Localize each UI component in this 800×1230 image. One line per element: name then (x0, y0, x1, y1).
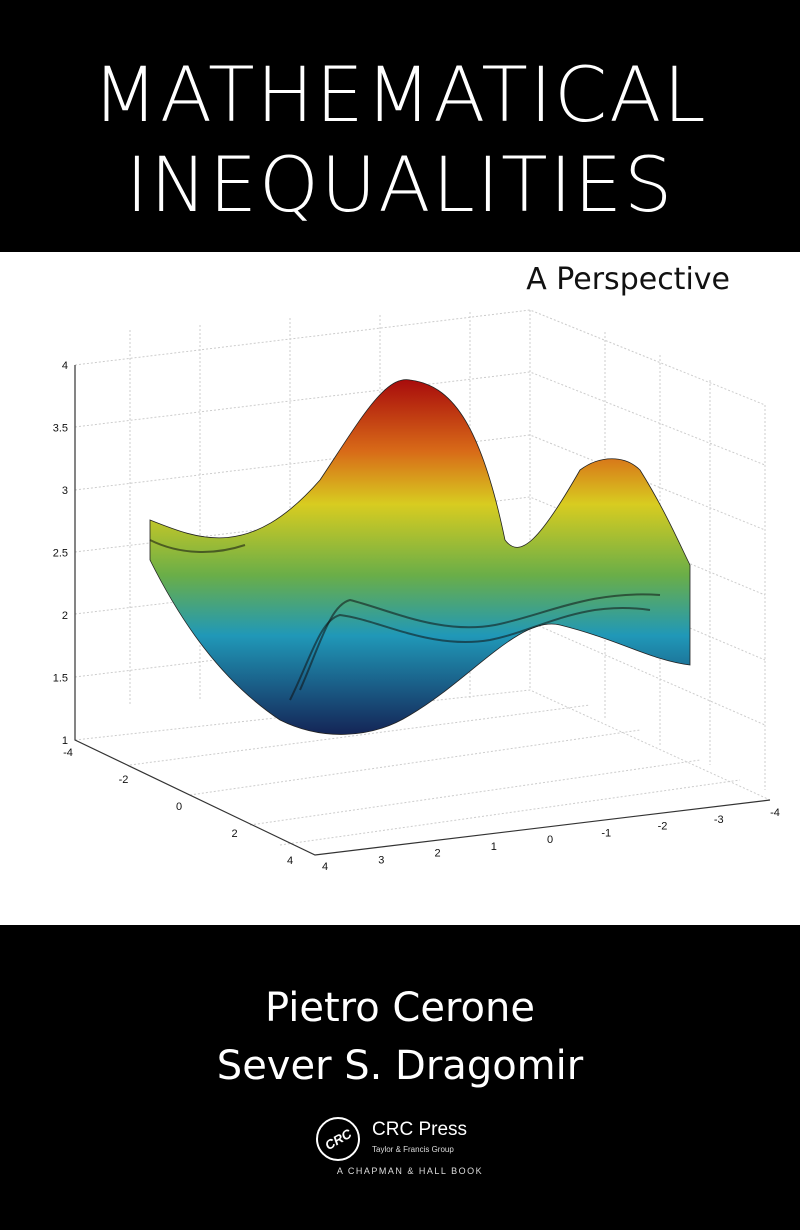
z-tick-label: 3 (62, 485, 68, 497)
right-axis-tick-label: 4 (322, 861, 328, 873)
publisher-group: Taylor & Francis Group (372, 1145, 454, 1154)
axes (74, 365, 771, 856)
right-axis-tick-label: -1 (601, 827, 611, 839)
subtitle: A Perspective (526, 262, 730, 297)
surface-plot: 1 1.5 2 2.5 3 3.5 4 -4 -2 0 2 4 4 3 2 1 0 -1 -2 -3 -4 (53, 309, 780, 873)
right-axis-tick-label: -4 (770, 807, 780, 819)
title-line-2: INEQUALITIES (125, 140, 675, 229)
left-axis-tick-labels: -4 -2 0 2 4 (63, 747, 293, 867)
right-axis-tick-label: 2 (434, 848, 440, 860)
publisher-name: CRC Press (372, 1119, 468, 1140)
surface-folds (149, 539, 661, 701)
title-band: MATHEMATICAL INEQUALITIES (0, 0, 800, 252)
z-tick-label: 1 (62, 735, 68, 747)
crc-logo-icon: CRC (316, 1117, 360, 1161)
author-2: Sever S. Dragomir (216, 1043, 584, 1089)
z-tick-label: 2 (62, 610, 68, 622)
publisher-imprint: A CHAPMAN & HALL BOOK (336, 1166, 484, 1176)
z-tick-label: 4 (62, 360, 68, 372)
right-axis-tick-labels: 4 3 2 1 0 -1 -2 -3 -4 (322, 807, 780, 873)
left-axis-tick-label: -2 (119, 774, 129, 786)
left-axis-tick-label: -4 (63, 747, 73, 759)
author-band: Pietro Cerone Sever S. Dragomir (0, 925, 800, 1230)
right-axis-tick-label: -3 (714, 814, 724, 826)
left-axis-tick-label: 0 (176, 801, 182, 813)
author-1: Pietro Cerone (265, 985, 535, 1031)
title-line-1: MATHEMATICAL (92, 50, 708, 139)
left-axis-tick-label: 2 (231, 828, 237, 840)
z-tick-label: 2.5 (53, 548, 68, 560)
right-axis-tick-label: 0 (547, 834, 553, 846)
surface (149, 379, 691, 735)
right-axis-tick-label: 3 (378, 854, 384, 866)
z-tick-label: 3.5 (53, 423, 68, 435)
z-tick-label: 1.5 (53, 673, 68, 685)
left-axis-tick-label: 4 (287, 855, 293, 867)
svg-text:CRC: CRC (322, 1126, 354, 1153)
publisher-logo: CRC CRC Press Taylor & Francis Group A C… (308, 1115, 508, 1185)
right-axis-tick-label: -2 (658, 821, 668, 833)
z-tick-labels: 1 1.5 2 2.5 3 3.5 4 (53, 360, 68, 747)
right-axis-tick-label: 1 (491, 841, 497, 853)
